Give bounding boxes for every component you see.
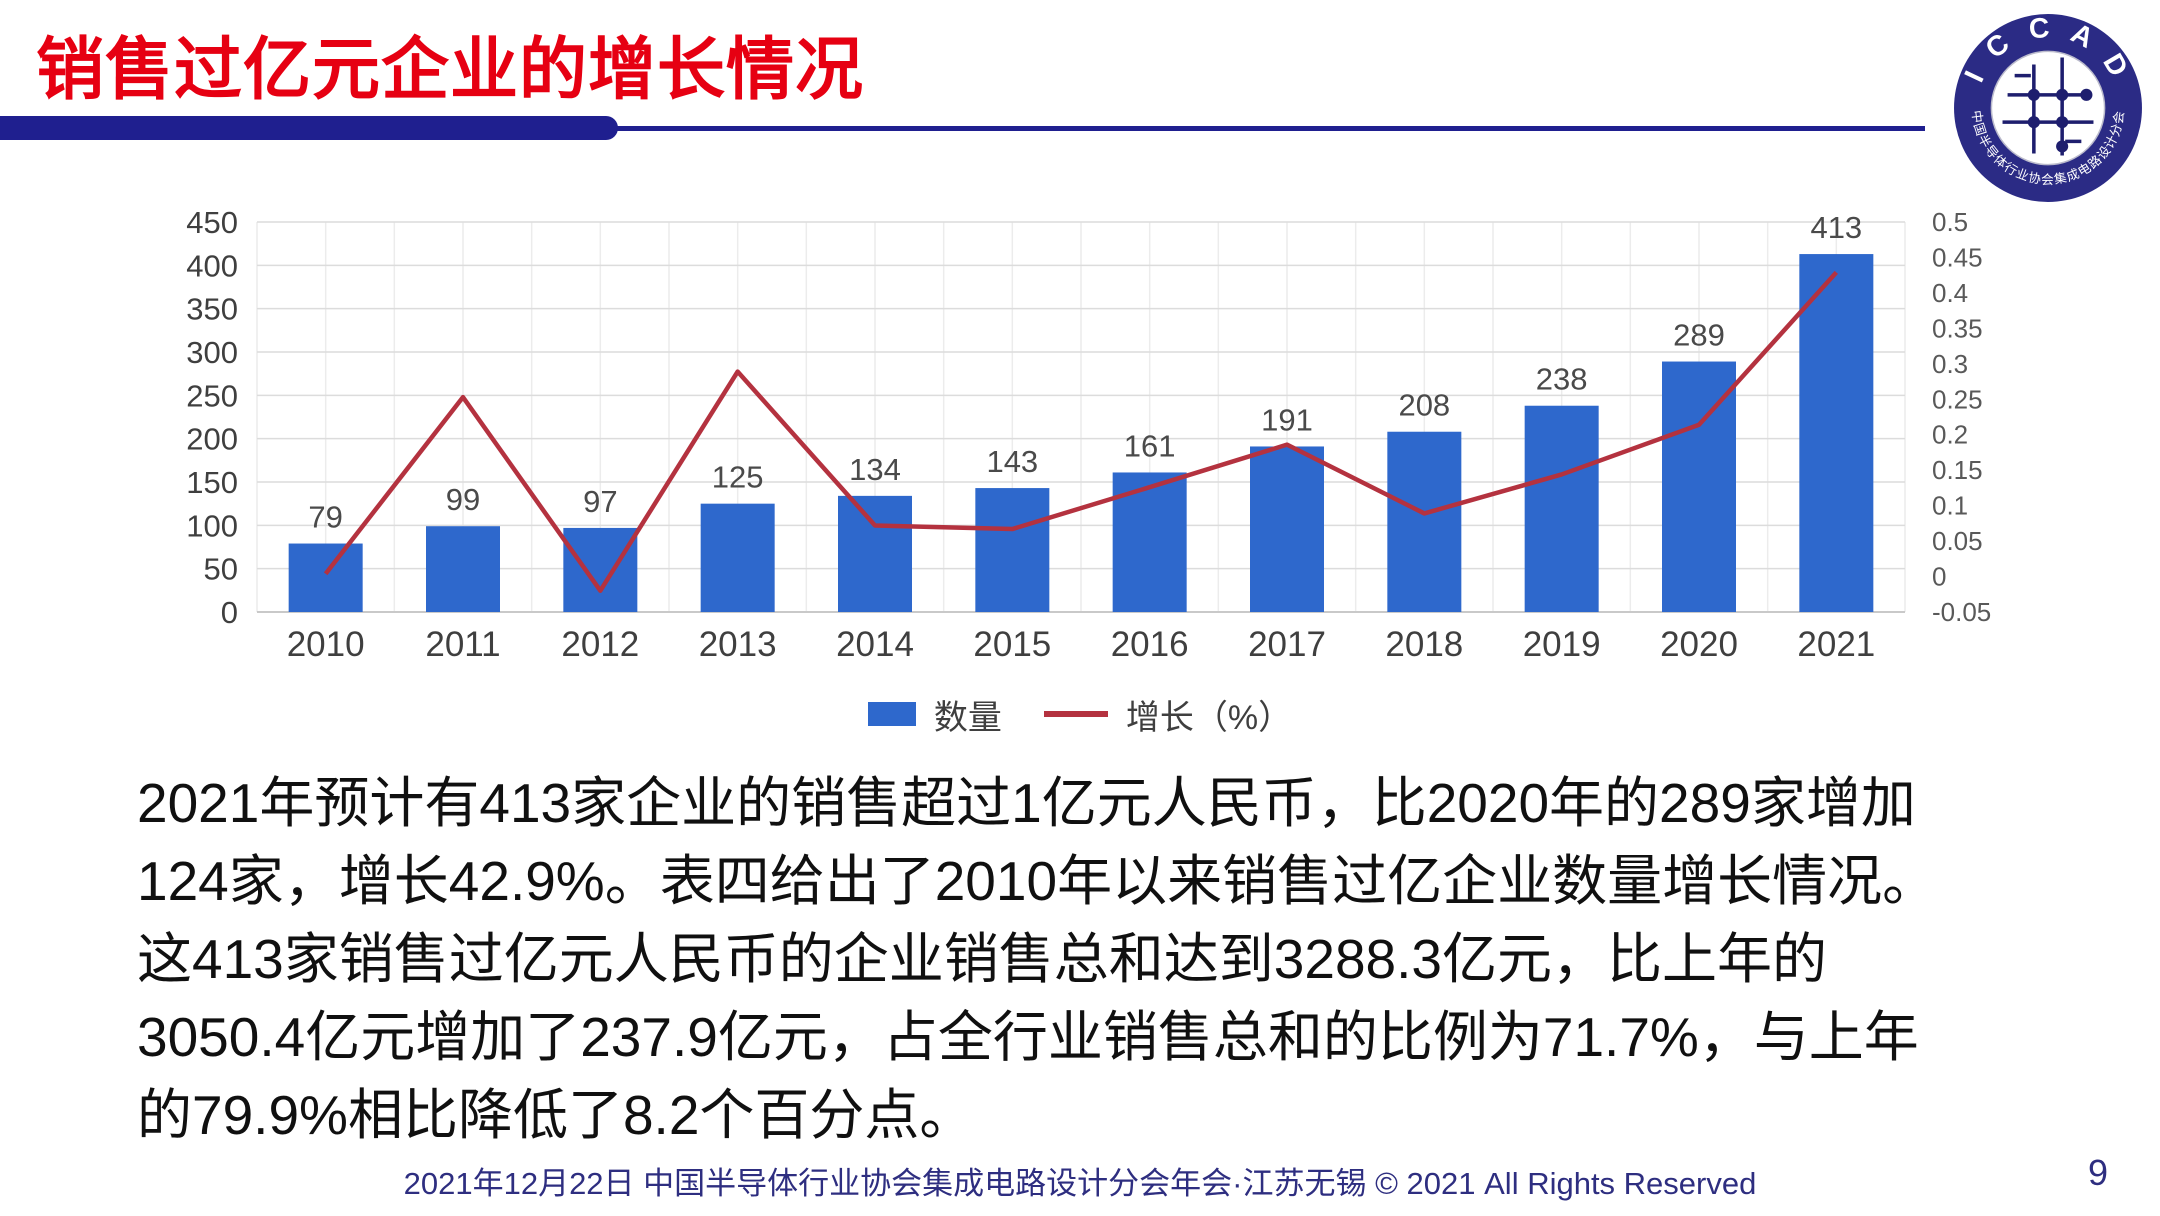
svg-text:0: 0	[1932, 562, 1946, 592]
svg-text:0.15: 0.15	[1932, 455, 1983, 485]
svg-text:2019: 2019	[1523, 625, 1601, 664]
svg-text:400: 400	[186, 248, 238, 283]
body-paragraph: 2021年预计有413家企业的销售超过1亿元人民币，比2020年的289家增加 …	[137, 764, 2027, 1154]
body-line-3: 这413家销售过亿元人民币的企业销售总和达到3288.3亿元，比上年的	[137, 928, 1827, 990]
svg-text:0.3: 0.3	[1932, 349, 1968, 379]
body-line-2: 124家，增长42.9%。表四给出了2010年以来销售过亿企业数量增长情况。	[137, 850, 1938, 912]
body-line-4: 3050.4亿元增加了237.9亿元，占全行业销售总和的比例为71.7%，与上年	[137, 1006, 1919, 1068]
svg-text:150: 150	[186, 465, 238, 500]
footer-text: 2021年12月22日 中国半导体行业协会集成电路设计分会年会·江苏无锡 © 2…	[403, 1166, 1757, 1201]
svg-text:238: 238	[1536, 362, 1588, 397]
svg-text:0.4: 0.4	[1932, 278, 1968, 308]
svg-text:2021: 2021	[1797, 625, 1875, 664]
svg-text:79: 79	[308, 500, 342, 535]
title-underline-thin-line	[610, 126, 1925, 131]
svg-text:2018: 2018	[1385, 625, 1463, 664]
svg-text:0: 0	[221, 595, 238, 630]
svg-text:134: 134	[849, 452, 901, 487]
svg-text:2020: 2020	[1660, 625, 1738, 664]
svg-text:0.05: 0.05	[1932, 526, 1983, 556]
legend-bar-label: 数量	[933, 698, 1002, 737]
title-underline-thick-bar	[0, 116, 618, 140]
svg-text:161: 161	[1124, 428, 1176, 463]
title-underline	[0, 116, 2160, 142]
chart-legend: 数量 增长（%）	[0, 692, 2160, 737]
svg-text:125: 125	[712, 460, 764, 495]
logo-circuit-dots	[2027, 88, 2093, 153]
iccad-logo: I C C A D 中国半导体行业协会集成电路设计分会	[1954, 12, 2142, 202]
svg-text:2013: 2013	[699, 625, 777, 664]
svg-text:450: 450	[186, 205, 238, 240]
svg-text:208: 208	[1398, 388, 1450, 423]
logo-inner-circle	[1990, 50, 2106, 166]
svg-text:0.45: 0.45	[1932, 242, 1983, 272]
body-line-1: 2021年预计有413家企业的销售超过1亿元人民币，比2020年的289家增加	[137, 772, 1916, 834]
chart-area: 0 50 100 150 200 250 300 350 400 450 0.5 0.45 0.4 0.3…	[0, 200, 2160, 755]
svg-text:2016: 2016	[1111, 625, 1189, 664]
svg-text:2015: 2015	[973, 625, 1051, 664]
svg-text:191: 191	[1261, 402, 1313, 437]
legend-line-label: 增长（%）	[1125, 698, 1293, 737]
svg-text:143: 143	[986, 444, 1038, 479]
svg-text:0.2: 0.2	[1932, 420, 1968, 450]
svg-text:97: 97	[583, 484, 617, 519]
legend-line-swatch	[1043, 711, 1108, 717]
svg-text:2010: 2010	[287, 625, 365, 664]
svg-text:100: 100	[186, 508, 238, 543]
logo-circuit-grid	[2002, 57, 2094, 156]
svg-text:2014: 2014	[836, 625, 914, 664]
svg-text:2017: 2017	[1248, 625, 1326, 664]
svg-text:250: 250	[186, 378, 238, 413]
svg-text:2011: 2011	[425, 625, 500, 664]
svg-text:200: 200	[186, 422, 238, 457]
svg-text:300: 300	[186, 335, 238, 370]
svg-text:0.35: 0.35	[1932, 313, 1983, 343]
svg-text:413: 413	[1810, 210, 1862, 245]
svg-text:99: 99	[446, 482, 480, 517]
svg-text:2012: 2012	[561, 625, 639, 664]
svg-text:0.25: 0.25	[1932, 384, 1983, 414]
body-line-5: 的79.9%相比降低了8.2个百分点。	[137, 1084, 975, 1146]
growth-chart: 0 50 100 150 200 250 300 350 400 450 0.5 0.45 0.4 0.3…	[186, 205, 1991, 664]
page-title: 销售过亿元企业的增长情况	[36, 32, 865, 108]
svg-text:0.5: 0.5	[1932, 207, 1968, 237]
legend-bar-swatch	[867, 702, 916, 726]
svg-text:0.1: 0.1	[1932, 491, 1968, 521]
svg-text:-0.05: -0.05	[1932, 597, 1991, 627]
svg-text:289: 289	[1673, 318, 1725, 353]
svg-text:350: 350	[186, 292, 238, 327]
page-number: 9	[2087, 1152, 2108, 1193]
svg-text:50: 50	[204, 552, 238, 587]
